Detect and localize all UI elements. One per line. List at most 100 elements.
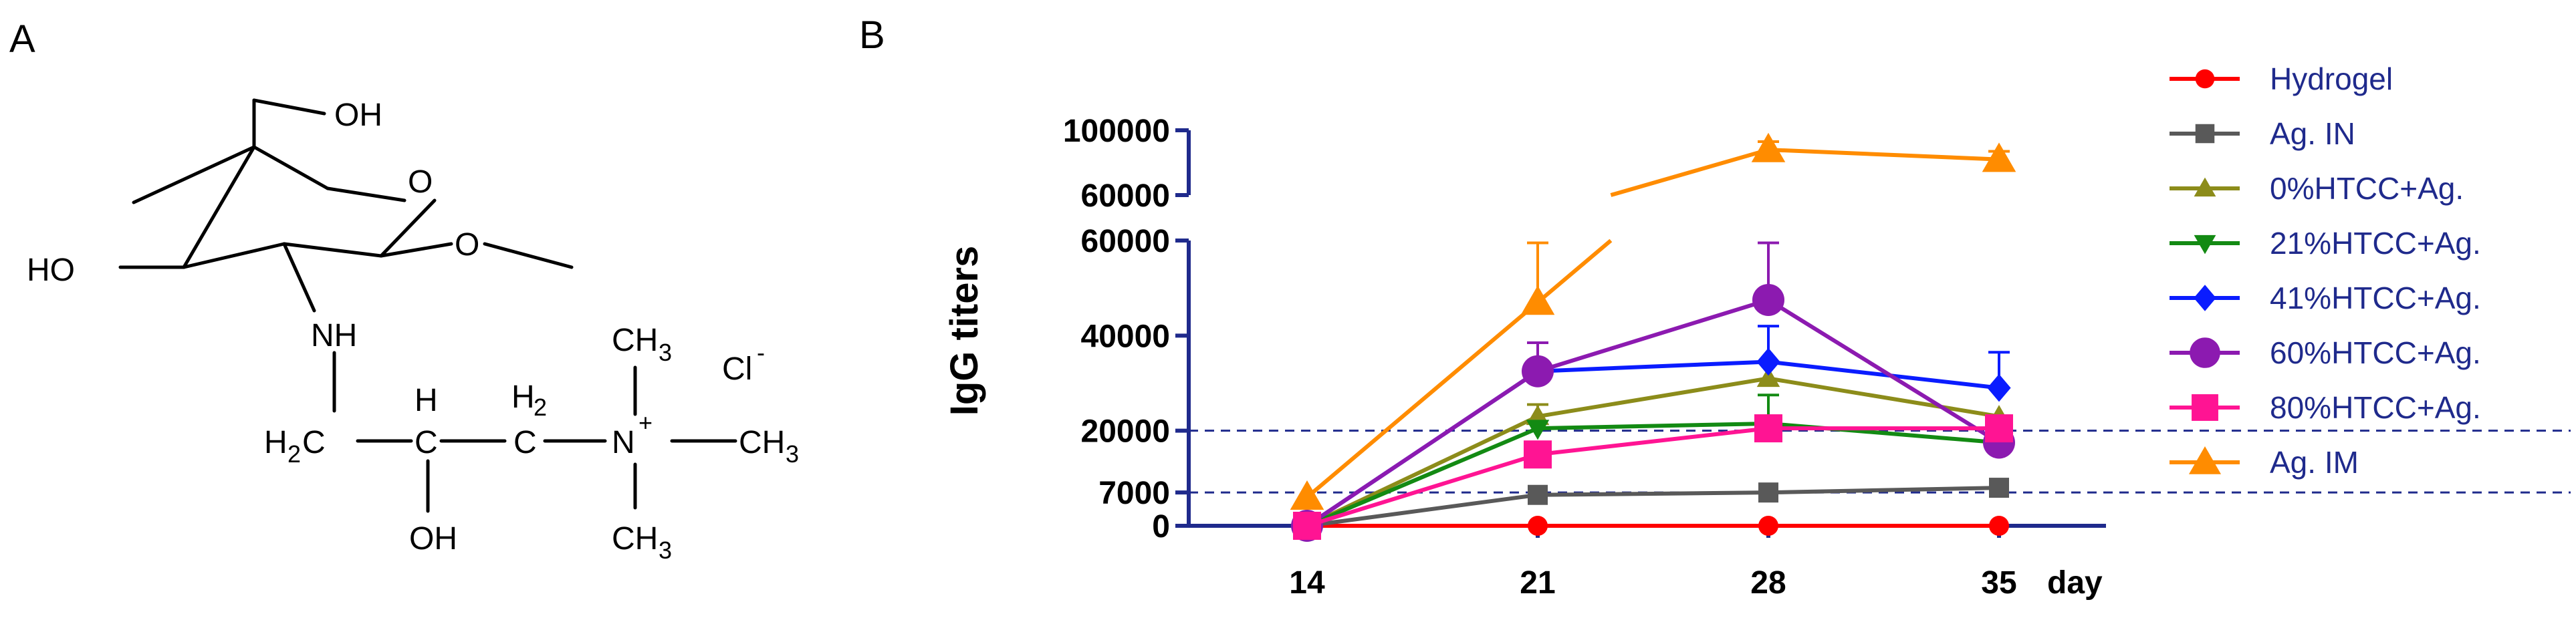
legend-item: 80%HTCC+Ag.: [2170, 390, 2481, 425]
y-tick-label: 40000: [1081, 319, 1170, 354]
data-point: [1985, 414, 2013, 443]
ring-bond: [379, 198, 437, 258]
x-tick-label: 14: [1289, 565, 1325, 601]
atom-label-subscript: 3: [659, 536, 672, 564]
atom-label-h2c: H: [264, 425, 287, 460]
atom-label-subscript: 2: [287, 440, 301, 468]
data-point: [1528, 516, 1548, 536]
atom-label-subscript: 3: [786, 440, 799, 468]
data-point: [2195, 124, 2215, 144]
methyl-bond: [132, 145, 256, 204]
series-0-htcc-ag-: [1295, 367, 2011, 534]
series-line: [1306, 426, 1539, 528]
data-point: [1752, 283, 1784, 316]
data-point: [1754, 414, 1782, 443]
atom-label-ho: HO: [27, 253, 75, 288]
legend-label: 60%HTCC+Ag.: [2270, 335, 2481, 370]
atom-label-o: O: [408, 164, 433, 200]
atom-label-h: H: [415, 383, 438, 418]
y-axis-title: IgG titers: [943, 246, 986, 416]
y-tick-label: 20000: [1081, 414, 1170, 450]
data-point: [1293, 512, 1321, 540]
legend-label: Hydrogel: [2270, 61, 2393, 96]
legend-label: 0%HTCC+Ag.: [2270, 171, 2464, 206]
y-tick-label: 7000: [1098, 476, 1170, 511]
series-line: [1537, 421, 1769, 431]
atom-label-subscript: 3: [659, 339, 672, 366]
data-point: [1989, 478, 2009, 498]
series-line: [1536, 239, 1613, 304]
legend-label: 21%HTCC+Ag.: [2270, 226, 2481, 261]
data-point: [1290, 480, 1324, 510]
ch2oh-bond: [252, 98, 326, 116]
data-point: [1758, 516, 1778, 536]
atom-label-charge: +: [638, 409, 653, 436]
data-point: [1987, 373, 2011, 402]
methoxy-bond: [483, 242, 574, 269]
x-tick-label: 21: [1520, 565, 1555, 601]
data-point: [1528, 484, 1548, 505]
series-line: [1306, 369, 1539, 528]
series-80-htcc-ag-: [1293, 414, 2013, 540]
chart-axes: [1187, 130, 2106, 528]
legend-item: Ag. IN: [2170, 116, 2355, 151]
atom-label-subscript: 2: [534, 394, 547, 421]
data-point: [1758, 482, 1778, 503]
data-point: [1520, 285, 1555, 315]
series-line: [1767, 298, 2000, 445]
atom-label-oh: OH: [334, 98, 382, 133]
panel-b-label: B: [859, 13, 885, 57]
series-line: [1768, 486, 2000, 495]
data-point: [1982, 142, 2016, 172]
data-point: [1751, 132, 1786, 162]
data-point: [1756, 367, 1780, 387]
data-point: [2194, 235, 2216, 255]
chart-series: [1290, 132, 2016, 542]
series-line: [1768, 148, 2000, 162]
series-line: [1306, 452, 1538, 528]
legend-item: 60%HTCC+Ag.: [2170, 335, 2481, 370]
data-point: [1526, 420, 1550, 440]
atom-label-ch3: CH: [739, 425, 785, 460]
series-line: [1306, 492, 1538, 528]
data-point: [2192, 394, 2218, 421]
series-line: [1537, 298, 1769, 373]
legend-label: Ag. IM: [2270, 445, 2359, 480]
x-tick-label: 28: [1750, 565, 1786, 601]
data-point: [1524, 440, 1552, 469]
atom-label-c: C: [302, 425, 326, 460]
ring-bond: [182, 242, 286, 269]
data-point: [2188, 446, 2222, 474]
x-axis-title: day: [2047, 565, 2103, 601]
series-line: [1537, 376, 1769, 419]
ring-bond: [326, 186, 406, 202]
atom-label-o: O: [455, 227, 479, 263]
atom-label-ch3: CH: [612, 323, 658, 358]
x-tick-label: 35: [1981, 565, 2016, 601]
ring-bond: [282, 242, 383, 258]
atom-label-c: C: [513, 425, 537, 460]
ring-bond: [182, 145, 256, 269]
legend: Hydrogel Ag. IN 0%HTCC+Ag. 21%HTCC+Ag. 41%HT…: [2170, 61, 2481, 480]
y-tick-label: 60000: [1081, 178, 1170, 214]
y-tick-label: 100000: [1063, 114, 1170, 149]
series-line: [1768, 359, 2000, 390]
data-point: [2190, 337, 2220, 368]
series-ag-im: [1290, 132, 2016, 510]
atom-label-oh: OH: [409, 521, 457, 557]
series-line: [1537, 359, 1769, 373]
panel-a-label: A: [9, 17, 35, 61]
atom-label-nh: NH: [311, 318, 357, 353]
data-point: [2195, 69, 2215, 89]
data-point: [1989, 516, 2009, 536]
series-line: [1610, 148, 1769, 197]
y-tick-label: 60000: [1081, 224, 1170, 259]
series-hydrogel: [1297, 516, 2009, 536]
series-line: [1768, 376, 2000, 419]
atom-label-h2: H: [511, 379, 535, 415]
legend-item: Ag. IM: [2170, 445, 2359, 480]
data-point: [2194, 177, 2216, 197]
